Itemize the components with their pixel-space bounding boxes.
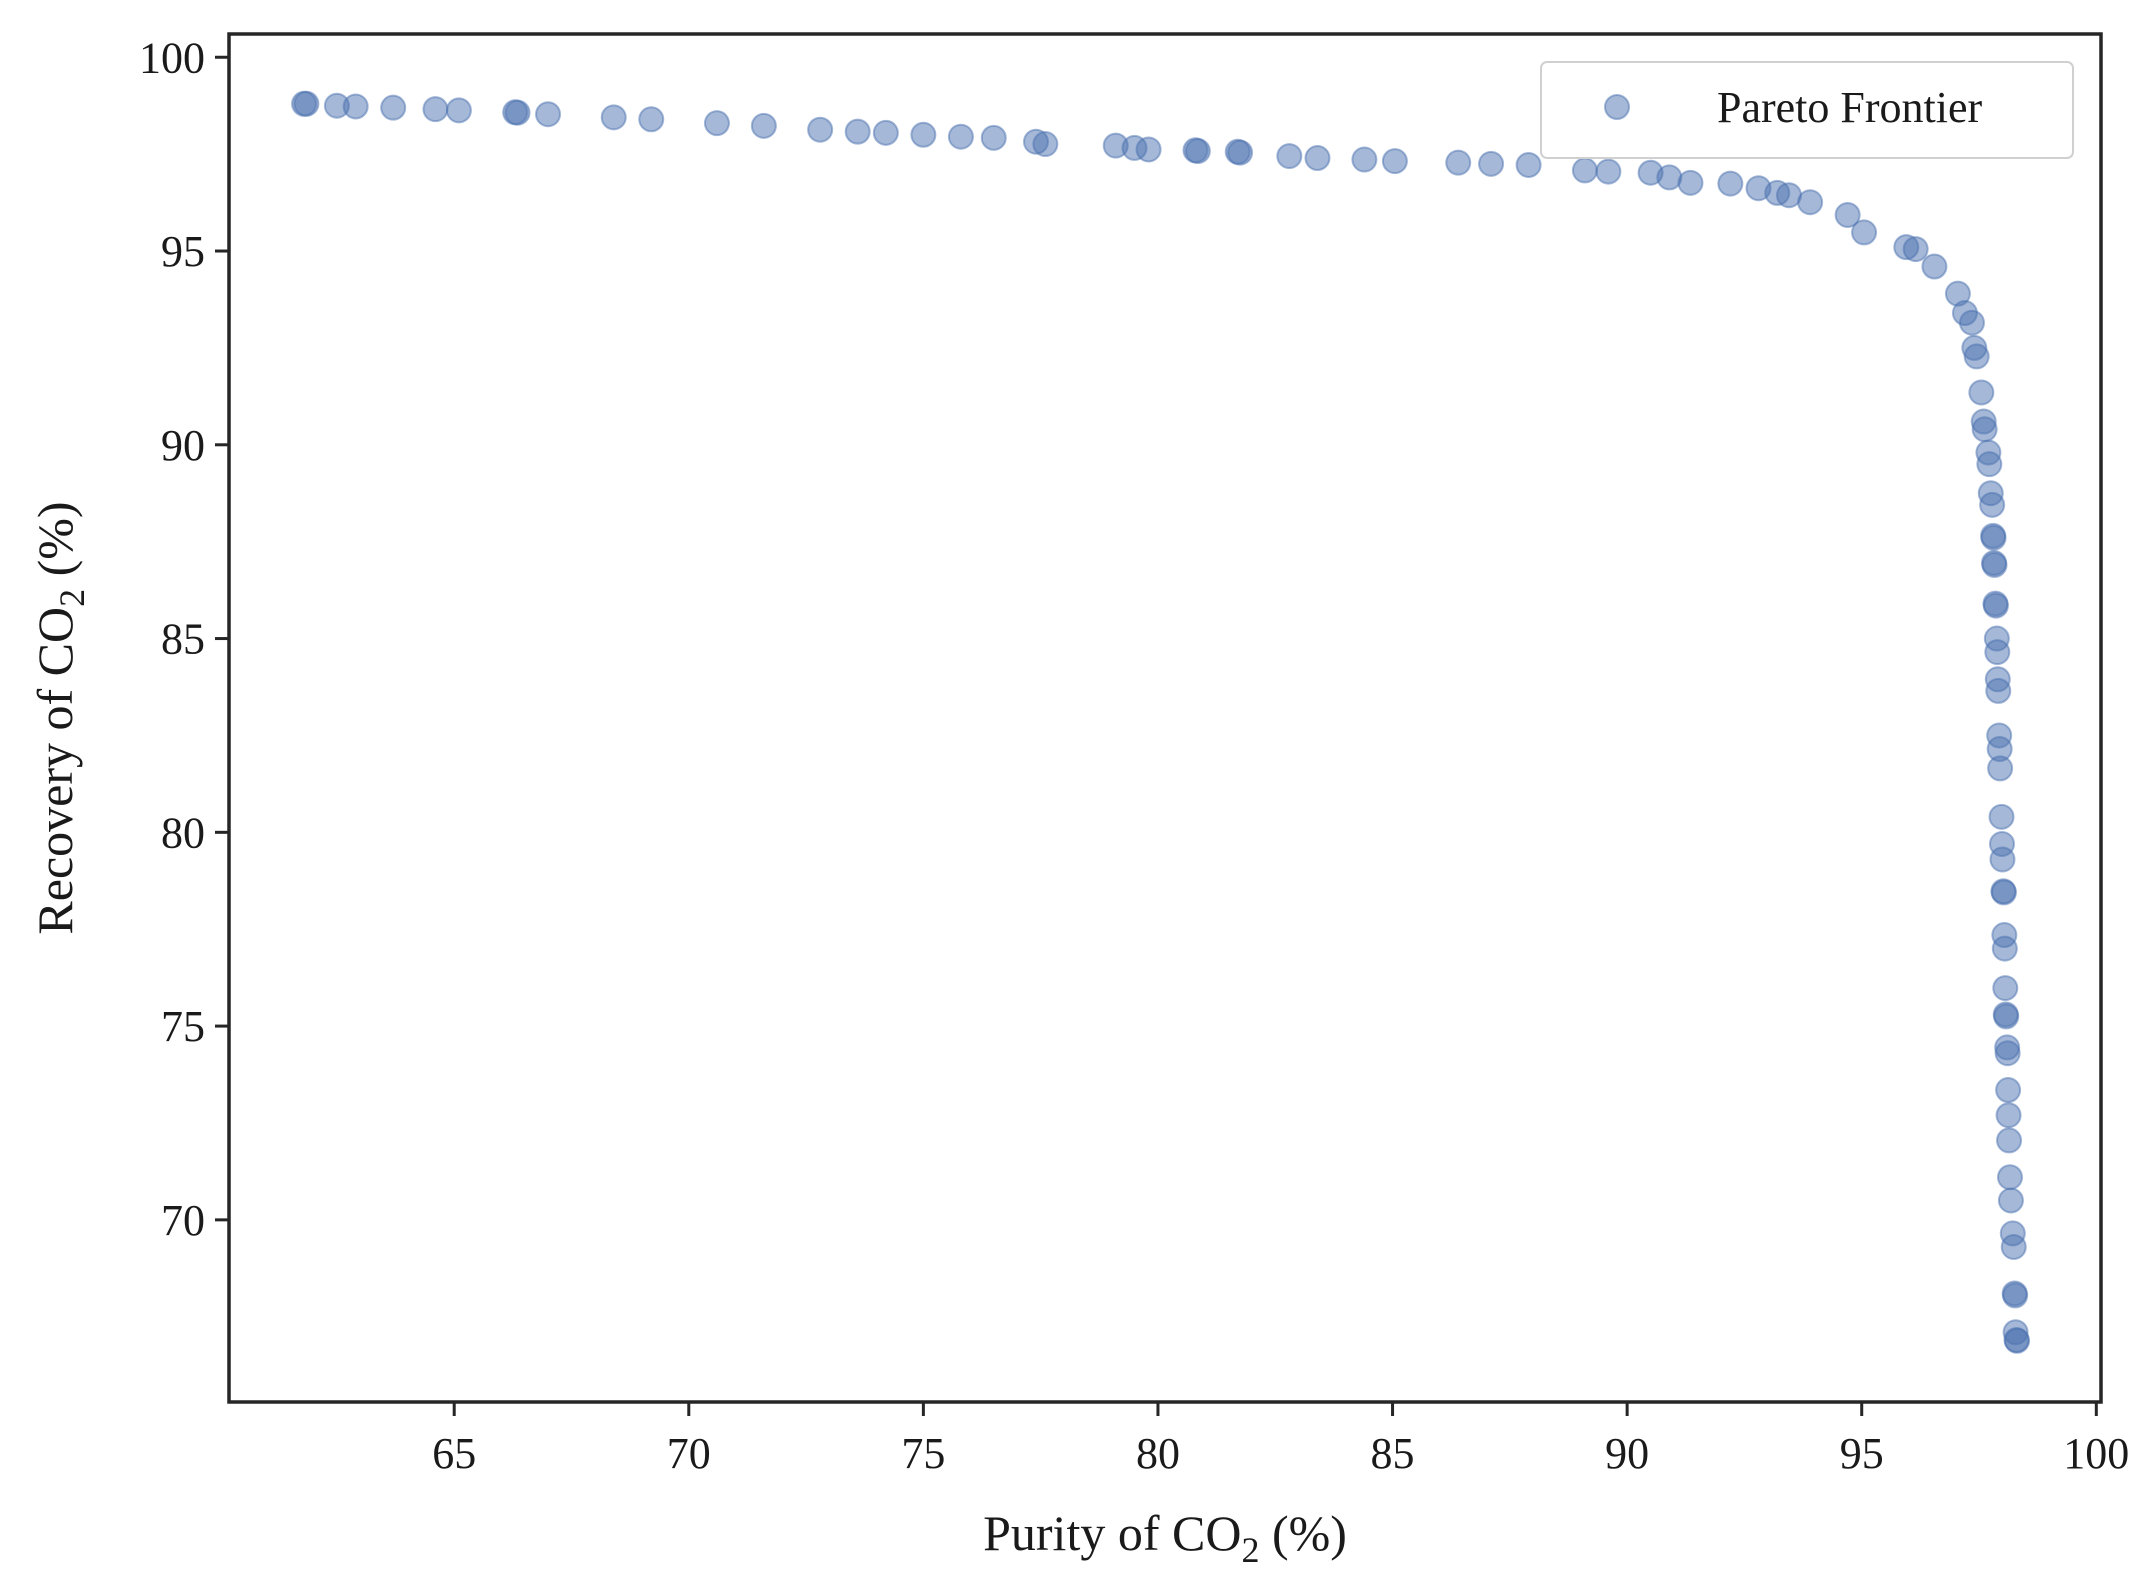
data-point <box>1968 379 1995 406</box>
data-point <box>1478 150 1505 177</box>
data-point <box>1980 524 2007 551</box>
data-point <box>1797 189 1824 216</box>
data-point <box>1996 1127 2023 1154</box>
data-point <box>703 110 730 137</box>
data-point <box>1834 201 1861 228</box>
data-point <box>1851 219 1878 246</box>
y-tick-label: 90 <box>161 421 205 470</box>
data-point <box>1227 139 1254 166</box>
data-point <box>1958 309 1985 336</box>
y-tick-label: 70 <box>161 1196 205 1245</box>
legend-box <box>1540 61 2074 159</box>
data-point <box>1571 157 1598 184</box>
data-point <box>2002 1282 2029 1309</box>
data-point <box>1979 491 2006 518</box>
y-tick-label: 75 <box>161 1002 205 1051</box>
data-point <box>1994 1040 2021 1067</box>
data-point <box>445 97 472 124</box>
x-tick-label: 80 <box>1136 1429 1180 1478</box>
x-tick-label: 75 <box>901 1429 945 1478</box>
data-point <box>342 93 369 120</box>
data-point <box>2004 1327 2031 1354</box>
data-point <box>1996 1164 2023 1191</box>
data-point <box>1656 164 1683 191</box>
data-point <box>1963 343 1990 370</box>
data-point <box>380 94 407 121</box>
data-point <box>1997 1187 2024 1214</box>
x-tick-label: 90 <box>1605 1429 1649 1478</box>
plot-frame <box>227 32 2103 1404</box>
data-point <box>2000 1233 2027 1260</box>
data-point <box>1990 879 2017 906</box>
data-point <box>1717 170 1744 197</box>
data-point <box>1976 451 2003 478</box>
data-point <box>422 96 449 123</box>
data-point <box>1515 151 1542 178</box>
x-tick-label: 100 <box>2063 1429 2129 1478</box>
data-point <box>1985 677 2012 704</box>
data-point <box>1991 935 2018 962</box>
data-point <box>1032 131 1059 158</box>
data-point <box>1135 136 1162 163</box>
y-tick-label: 85 <box>161 615 205 664</box>
data-point <box>1989 846 2016 873</box>
data-point <box>600 104 627 131</box>
data-point <box>535 101 562 128</box>
data-point <box>1992 975 2019 1002</box>
x-axis-title: Purity of CO2 (%) <box>983 1505 1347 1570</box>
data-point <box>844 118 871 145</box>
data-point <box>1184 138 1211 165</box>
data-point <box>980 124 1007 151</box>
legend: Pareto Frontier <box>1540 61 2074 159</box>
y-tick-label: 80 <box>161 808 205 857</box>
legend-marker <box>1604 94 1630 120</box>
y-tick-label: 95 <box>161 227 205 276</box>
y-axis-ticks: 70 75 80 85 90 95 100 <box>139 33 229 1245</box>
data-point <box>638 106 665 133</box>
data-point <box>1982 592 2009 619</box>
data-point <box>1981 551 2008 578</box>
data-point <box>1971 416 1998 443</box>
x-tick-label: 85 <box>1371 1429 1415 1478</box>
data-point <box>1677 169 1704 196</box>
legend-label: Pareto Frontier <box>1717 83 1983 132</box>
scatter-points <box>291 90 2031 1354</box>
x-axis-ticks: 65 70 75 80 85 90 95 100 <box>432 1402 2129 1478</box>
data-point <box>1995 1077 2022 1104</box>
data-point <box>1995 1102 2022 1129</box>
data-point <box>1276 143 1303 170</box>
data-point <box>1984 639 2011 666</box>
data-point <box>1445 149 1472 176</box>
x-tick-label: 95 <box>1840 1429 1884 1478</box>
y-tick-label: 100 <box>139 33 205 82</box>
data-point <box>1993 1003 2020 1030</box>
data-point <box>1902 236 1929 263</box>
data-point <box>1595 158 1622 185</box>
data-point <box>504 99 531 126</box>
data-point <box>1987 755 2014 782</box>
x-tick-label: 65 <box>432 1429 476 1478</box>
data-point <box>807 116 834 143</box>
y-axis-title: Recovery of CO2 (%) <box>27 501 92 934</box>
data-point <box>1351 146 1378 173</box>
x-tick-label: 70 <box>667 1429 711 1478</box>
data-point <box>947 123 974 150</box>
data-point <box>1381 148 1408 175</box>
data-point <box>1921 253 1948 280</box>
data-point <box>910 121 937 148</box>
data-point <box>750 112 777 139</box>
data-point <box>1988 803 2015 830</box>
data-point <box>1304 145 1331 172</box>
data-point <box>872 119 899 146</box>
data-point <box>293 90 320 117</box>
